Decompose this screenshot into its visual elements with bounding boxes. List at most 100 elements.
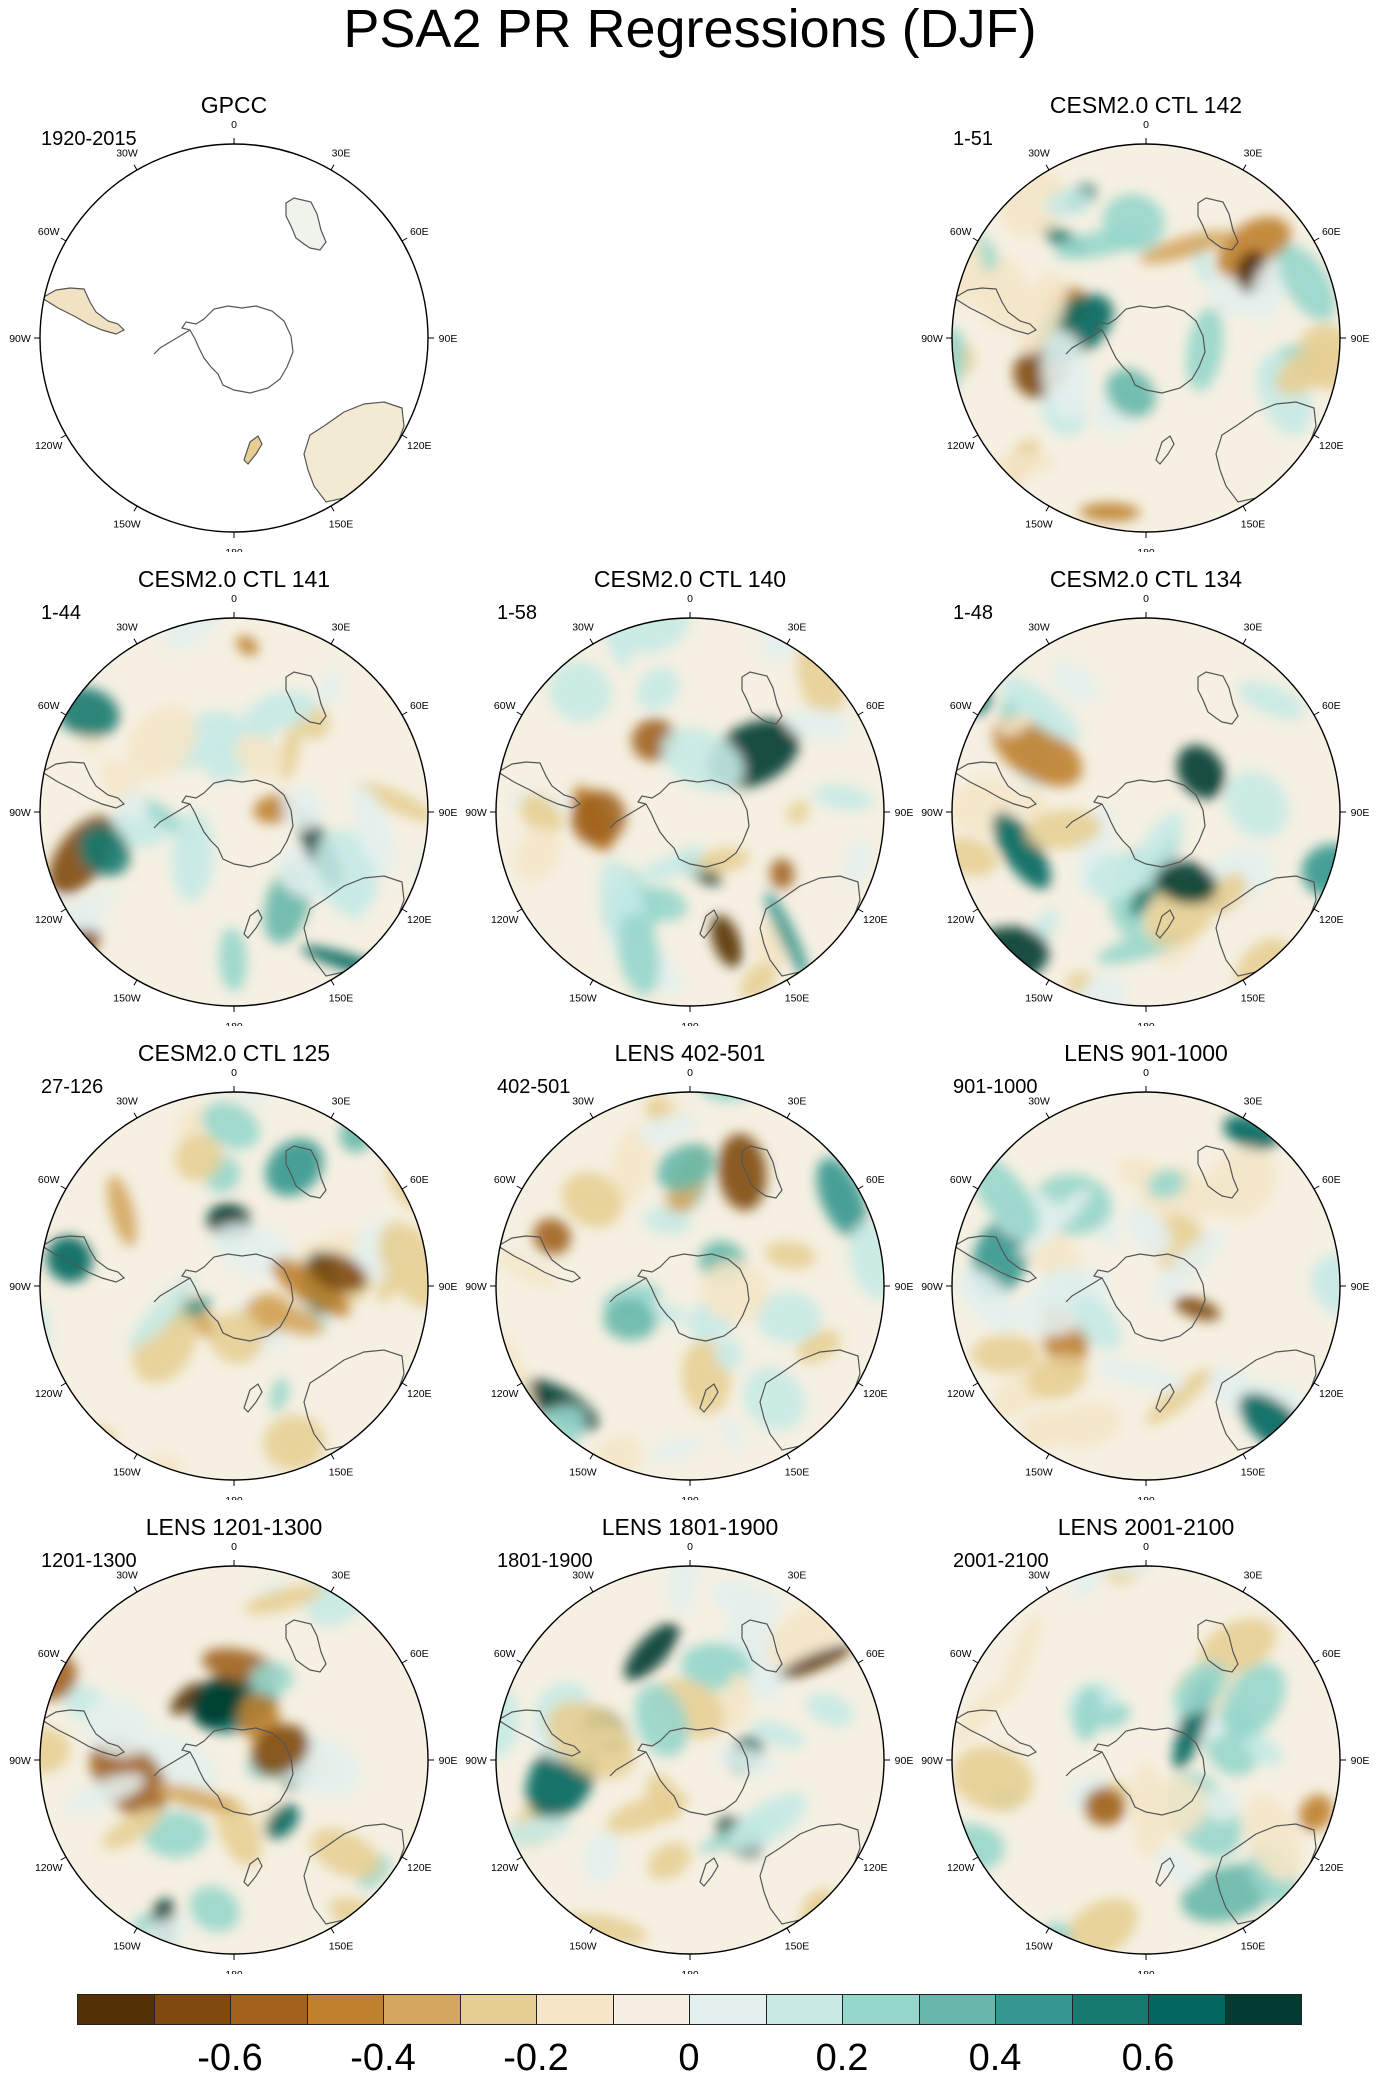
lon-tick [401, 908, 408, 913]
panel-period: 2001-2100 [953, 1550, 1049, 1572]
lon-tick [401, 434, 408, 439]
lon-tick [60, 1659, 67, 1664]
lon-label: 120E [1319, 1862, 1344, 1874]
coastlines [40, 1145, 405, 1469]
lon-label: 120W [35, 440, 63, 452]
lon-label: 120W [491, 914, 519, 926]
lon-label: 150W [113, 1940, 141, 1952]
lon-label: 90E [895, 1281, 914, 1293]
lon-tick [786, 1927, 791, 1934]
panel-period: 1-58 [497, 602, 538, 624]
lon-label: 150E [329, 1940, 354, 1952]
lon-label: 120E [1319, 1388, 1344, 1400]
lon-tick [133, 1112, 138, 1119]
panel-lens-1801-1900: LENS 1801-1900 1801-1900 0 30E 60E 90E 120E 1… [460, 1514, 920, 1974]
colorbar-tick-label: 0 [678, 2037, 700, 2079]
lon-tick [972, 908, 979, 913]
panel-period: 1920-2015 [41, 128, 137, 150]
panel-period: 1-44 [41, 602, 82, 624]
lon-tick [60, 711, 67, 716]
lon-label: 150W [1025, 1466, 1053, 1478]
lon-tick [857, 1185, 864, 1190]
lon-label: 90W [9, 807, 31, 819]
lon-label: 120E [407, 914, 432, 926]
lon-label: 30E [332, 622, 351, 634]
lon-label: 180 [681, 1021, 699, 1026]
lon-label: 150E [1241, 1466, 1266, 1478]
panel-period: 1-51 [953, 128, 994, 150]
lon-tick [401, 1856, 408, 1861]
panel-period: 1201-1300 [41, 1550, 137, 1572]
lon-tick [330, 1112, 335, 1119]
lon-label: 60E [1322, 700, 1341, 712]
lon-label: 60E [410, 700, 429, 712]
lon-tick [1242, 1927, 1247, 1934]
lon-tick [589, 1112, 594, 1119]
lon-tick [1313, 434, 1320, 439]
lon-tick [972, 237, 979, 242]
panel-lens-1201-1300: LENS 1201-1300 1201-1300 0 30E 60E 90E 120E 1… [4, 1514, 464, 1974]
colorbar-box [1148, 1994, 1226, 2025]
lon-tick [401, 1185, 408, 1190]
lon-tick [1313, 1185, 1320, 1190]
lon-tick [1313, 1856, 1320, 1861]
lon-tick [133, 1927, 138, 1934]
lon-label: 120W [947, 440, 975, 452]
lon-tick [516, 1856, 523, 1861]
colorbar-box [536, 1994, 614, 2025]
lon-tick [1313, 1659, 1320, 1664]
colorbar-box [689, 1994, 767, 2025]
lon-label: 30W [1028, 622, 1050, 634]
polar-map: 0 30E 60E 90E 120E 150E 180 150W 120W 90W 60W 30W [921, 119, 1369, 552]
map-background [40, 1092, 428, 1480]
lon-label: 60W [950, 1174, 972, 1186]
lon-label: 60E [866, 1648, 885, 1660]
lon-label: 120E [863, 1388, 888, 1400]
lon-label: 60E [1322, 226, 1341, 238]
map-background [40, 618, 428, 1006]
lon-tick [60, 1856, 67, 1861]
polar-map: 0 30E 60E 90E 120E 150E 180 150W 120W 90W 60W 30W [465, 593, 913, 1026]
lon-tick [857, 1659, 864, 1664]
lon-tick [589, 1453, 594, 1460]
lon-label: 30E [788, 1096, 807, 1108]
lon-label: 180 [681, 1969, 699, 1974]
lon-label: 90W [921, 1755, 943, 1767]
colorbar-box [612, 1994, 690, 2025]
lon-label: 90E [1351, 1755, 1370, 1767]
lon-tick [60, 1382, 67, 1387]
lon-tick [133, 164, 138, 171]
polar-map: 0 30E 60E 90E 120E 150E 180 150W 120W 90W 60W 30W [921, 1541, 1370, 1974]
lon-label: 0 [231, 1067, 237, 1079]
polar-map: 0 30E 60E 90E 120E 150E 180 150W 120W 90W 60W 30W [465, 1067, 914, 1500]
coastlines [40, 671, 405, 995]
lon-label: 150W [113, 992, 141, 1004]
lon-label: 90W [9, 1755, 31, 1767]
lon-tick [60, 237, 67, 242]
lon-label: 60E [1322, 1174, 1341, 1186]
lon-label: 120W [947, 1388, 975, 1400]
lon-tick [516, 908, 523, 913]
lon-label: 30E [1244, 1096, 1263, 1108]
lon-label: 30E [1244, 148, 1263, 160]
polar-map: 0 30E 60E 90E 120E 150E 180 150W 120W 90W 60W 30W [9, 119, 457, 552]
lon-tick [786, 1112, 791, 1119]
lon-label: 180 [225, 1495, 243, 1500]
lon-label: 60E [410, 226, 429, 238]
lon-label: 60W [950, 1648, 972, 1660]
anomaly-field [956, 1115, 1340, 1456]
lon-label: 30E [1244, 1570, 1263, 1582]
lon-tick [972, 711, 979, 716]
lon-label: 90W [921, 1281, 943, 1293]
lon-tick [1045, 1112, 1050, 1119]
lon-label: 0 [1143, 1067, 1149, 1079]
lon-label: 90W [921, 333, 943, 345]
colorbar-box [77, 1994, 155, 2025]
lon-tick [1313, 908, 1320, 913]
lon-tick [60, 908, 67, 913]
lon-label: 90W [9, 333, 31, 345]
colorbar-tick-label: 0.4 [968, 2037, 1022, 2079]
lon-label: 0 [231, 119, 237, 131]
lon-label: 150E [1241, 518, 1266, 530]
lon-tick [516, 1659, 523, 1664]
